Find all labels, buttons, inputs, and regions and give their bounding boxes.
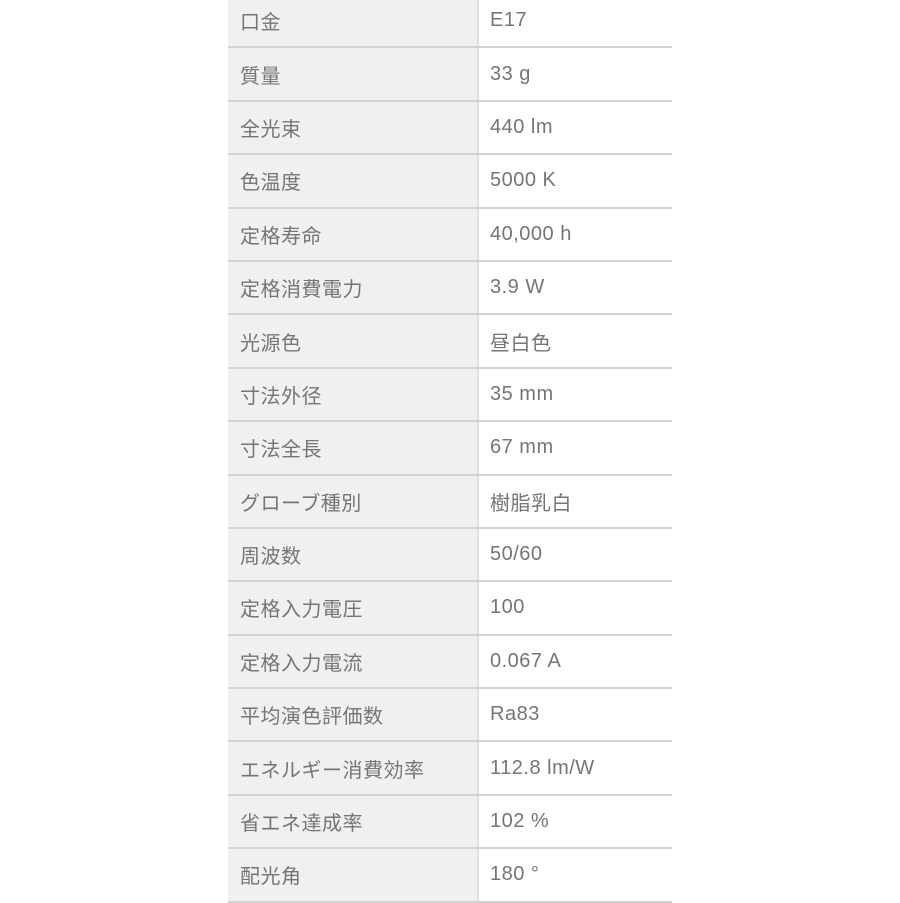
spec-label: 定格入力電圧	[228, 582, 479, 634]
table-row: 口金 E17	[228, 0, 672, 49]
spec-value: 33 g	[479, 48, 672, 100]
spec-label: 配光角	[228, 849, 479, 901]
table-row: 省エネ達成率 102 %	[228, 795, 672, 850]
spec-value: 0.067 A	[479, 635, 672, 688]
spec-label: 定格入力電流	[228, 635, 479, 688]
table-row: 定格入力電圧 100	[228, 582, 672, 636]
spec-label: 周波数	[228, 528, 479, 581]
table-row: 寸法外径 35 mm	[228, 368, 672, 423]
table-row: 光源色 昼白色	[228, 315, 672, 369]
product-spec-table: 口金 E17 質量 33 g 全光束 440 lm 色温度 5000 K 定格寿…	[228, 0, 672, 903]
table-row: 全光束 440 lm	[228, 101, 672, 156]
table-row: 平均演色評価数 Ra83	[228, 689, 672, 743]
spec-label: 平均演色評価数	[228, 689, 479, 741]
table-row: 定格入力電流 0.067 A	[228, 635, 672, 690]
spec-label: グローブ種別	[228, 475, 479, 527]
spec-value: 67 mm	[479, 422, 672, 474]
table-row: 定格寿命 40,000 h	[228, 208, 672, 262]
spec-label: 光源色	[228, 315, 479, 367]
spec-value: 昼白色	[479, 315, 672, 367]
spec-value: 50/60	[479, 528, 672, 581]
table-row: 定格消費電力 3.9 W	[228, 261, 672, 316]
spec-value: 樹脂乳白	[479, 475, 672, 527]
table-row: 周波数 50/60	[228, 528, 672, 583]
spec-value: 100	[479, 582, 672, 634]
spec-value: E17	[479, 0, 672, 47]
spec-value: 5000 K	[479, 155, 672, 207]
spec-label: 省エネ達成率	[228, 795, 479, 848]
spec-value: 102 %	[479, 795, 672, 848]
table-row: エネルギー消費効率 112.8 lm/W	[228, 742, 672, 796]
spec-label: エネルギー消費効率	[228, 742, 479, 794]
spec-label: 寸法全長	[228, 422, 479, 474]
spec-value: 35 mm	[479, 368, 672, 421]
spec-value: 40,000 h	[479, 208, 672, 260]
spec-label: 定格消費電力	[228, 261, 479, 314]
spec-value: 112.8 lm/W	[479, 742, 672, 794]
spec-label: 質量	[228, 48, 479, 100]
spec-value: 180 °	[479, 849, 672, 901]
table-row: グローブ種別 樹脂乳白	[228, 475, 672, 529]
spec-label: 色温度	[228, 155, 479, 207]
table-row: 質量 33 g	[228, 48, 672, 102]
spec-value: 3.9 W	[479, 261, 672, 314]
spec-label: 全光束	[228, 101, 479, 154]
spec-label: 口金	[228, 0, 479, 47]
spec-label: 定格寿命	[228, 208, 479, 260]
spec-label: 寸法外径	[228, 368, 479, 421]
spec-value: Ra83	[479, 689, 672, 741]
table-row: 配光角 180 °	[228, 849, 672, 903]
spec-value: 440 lm	[479, 101, 672, 154]
table-row: 色温度 5000 K	[228, 155, 672, 209]
table-row: 寸法全長 67 mm	[228, 422, 672, 476]
